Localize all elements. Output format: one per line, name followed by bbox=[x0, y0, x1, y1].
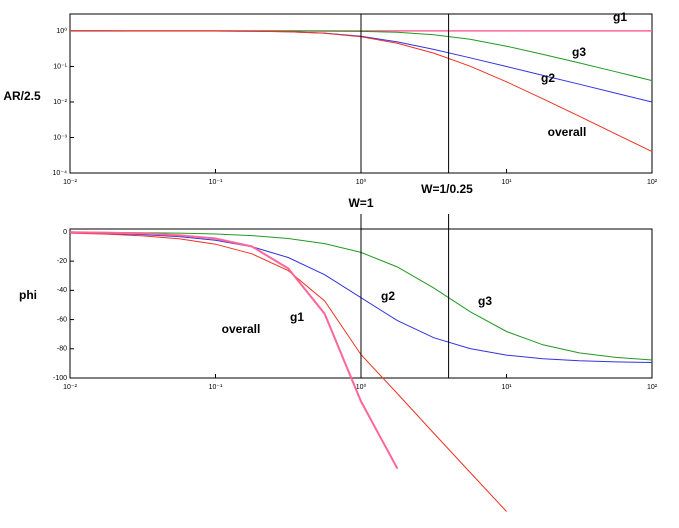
x-tick-label: 10⁻¹ bbox=[209, 384, 223, 391]
x-tick-label: 10¹ bbox=[501, 179, 512, 186]
marker-label: W=1/0.25 bbox=[421, 182, 473, 196]
x-tick-label: 10⁰ bbox=[356, 383, 367, 391]
x-tick-label: 10⁻¹ bbox=[209, 179, 223, 186]
y-tick-label: -20 bbox=[57, 258, 67, 265]
y-tick-label: 10⁻¹ bbox=[53, 63, 67, 70]
series-line bbox=[69, 231, 399, 470]
series-label: g3 bbox=[572, 45, 586, 59]
series-label: g1 bbox=[290, 310, 304, 324]
x-tick-label: 10⁰ bbox=[356, 178, 367, 186]
x-tick-label: 10² bbox=[647, 179, 658, 186]
marker-label: W=1 bbox=[348, 196, 373, 210]
y-tick-label: -80 bbox=[57, 346, 67, 353]
y-tick-label: 0 bbox=[63, 229, 67, 236]
series-label: g2 bbox=[541, 71, 555, 85]
y-tick-label: -40 bbox=[57, 287, 67, 294]
y-tick-label: 10⁻² bbox=[53, 99, 67, 106]
y-tick-label: 10⁻⁴ bbox=[53, 170, 68, 177]
x-tick-label: 10² bbox=[647, 384, 658, 391]
x-tick-label: 10⁻² bbox=[63, 384, 77, 391]
y-tick-label: -100 bbox=[53, 375, 67, 382]
y-tick-label: 10⁻³ bbox=[53, 134, 67, 141]
x-tick-label: 10⁻² bbox=[63, 179, 77, 186]
series-label: overall bbox=[222, 322, 261, 336]
series-label: g1 bbox=[613, 10, 627, 24]
series-label: g2 bbox=[381, 289, 395, 303]
x-tick-label: 10¹ bbox=[501, 384, 512, 391]
series-label: overall bbox=[548, 125, 587, 139]
series-label: g3 bbox=[478, 294, 492, 308]
series-line bbox=[69, 232, 507, 512]
y-axis-label: AR/2.5 bbox=[3, 89, 41, 103]
y-axis-label: phi bbox=[19, 288, 37, 302]
y-tick-label: 10⁰ bbox=[56, 27, 67, 35]
y-tick-label: -60 bbox=[57, 316, 67, 323]
